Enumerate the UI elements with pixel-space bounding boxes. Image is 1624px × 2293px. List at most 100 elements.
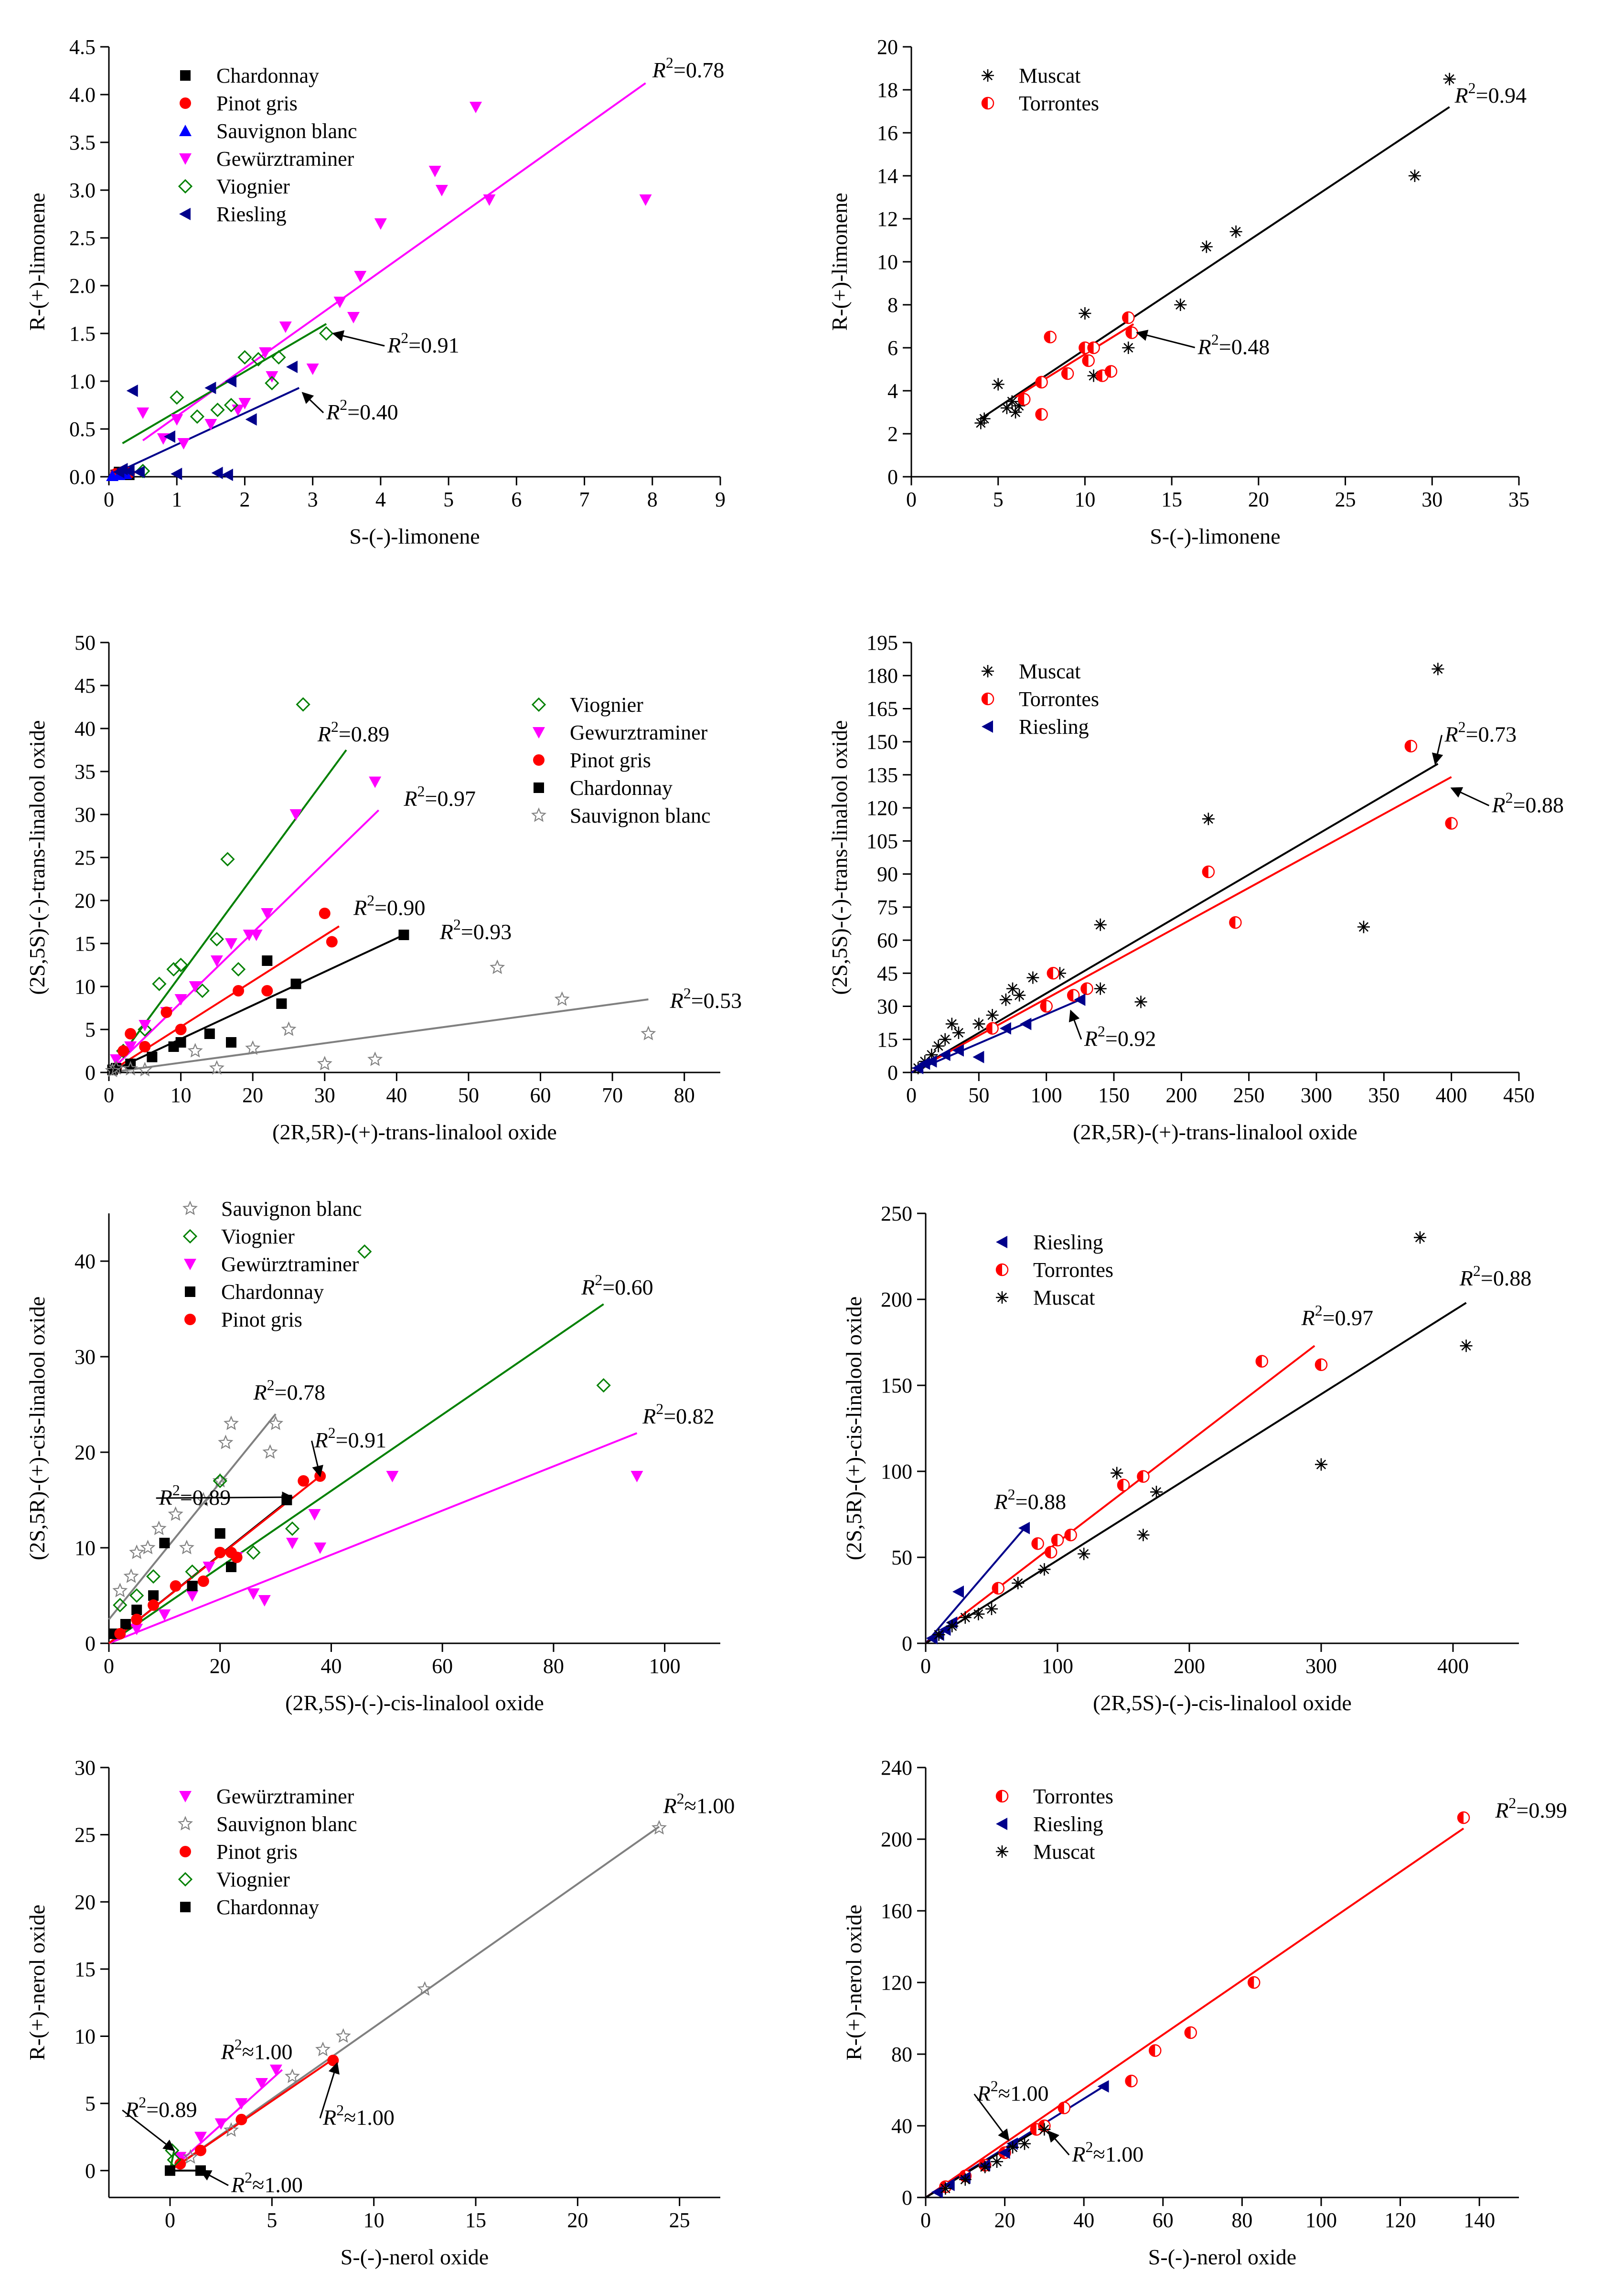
chart-p7: 0 5 10 15 20 25 0 5 10 15 20 25 30 S-(-)-nerol oxide R… xyxy=(25,1756,735,2269)
x-tick-label: 0 xyxy=(104,488,114,511)
legend-marker xyxy=(995,1263,1009,1276)
data-point xyxy=(317,1056,332,1071)
data-point xyxy=(281,1021,297,1036)
series-torrontes xyxy=(986,739,1458,1035)
data-point xyxy=(1117,1479,1130,1492)
data-point xyxy=(932,1039,945,1052)
r2-label: R2=0.93 xyxy=(439,916,512,944)
data-point xyxy=(1006,2141,1019,2154)
legend-label: Sauvignon blanc xyxy=(570,804,711,827)
y-tick-label: 12 xyxy=(877,207,898,231)
data-point xyxy=(140,1540,156,1554)
data-point xyxy=(246,1545,261,1560)
data-point xyxy=(289,809,302,821)
legend-label: Sauvignon blanc xyxy=(216,1812,357,1836)
legend-marker xyxy=(982,720,993,733)
chart-p6: 0 100 200 300 400 0 50 100 150 200 250 (2R,5S)-(-)-… xyxy=(842,1202,1531,1715)
x-tick-label: 20 xyxy=(994,2208,1015,2232)
x-tick-label: 30 xyxy=(314,1083,335,1107)
x-tick-label: 9 xyxy=(715,488,726,511)
data-point xyxy=(139,1041,151,1052)
series-pinot-gris xyxy=(110,908,338,1074)
legend-label: Torrontes xyxy=(1033,1258,1113,1282)
legend-label: Viognier xyxy=(216,175,290,198)
data-point xyxy=(939,1049,951,1061)
legend-marker xyxy=(533,754,545,766)
data-point xyxy=(939,1033,951,1046)
y-tick-label: 40 xyxy=(75,1250,96,1273)
data-point xyxy=(952,1586,964,1598)
legend-label: Pinot gris xyxy=(221,1308,302,1331)
regression-line xyxy=(108,1303,604,1644)
data-point xyxy=(290,978,301,989)
legend-marker xyxy=(982,69,994,82)
data-point xyxy=(1122,342,1135,354)
data-point xyxy=(319,908,331,919)
chart-p3: 0 10 20 30 40 50 60 70 80 0 5 10 15 20 25 30 35 40 45 50 (2R… xyxy=(25,631,742,1144)
x-tick-label: 100 xyxy=(649,1654,681,1678)
data-point xyxy=(1137,1470,1150,1483)
legend-label: Gewurztraminer xyxy=(570,721,708,744)
y-tick-label: 35 xyxy=(75,760,96,783)
series-torrontes xyxy=(992,1355,1328,1595)
annotation-arrow xyxy=(1432,735,1443,765)
y-tick-label: 80 xyxy=(891,2043,912,2066)
legend-label: Gewürztraminer xyxy=(216,147,354,171)
data-point xyxy=(238,398,251,409)
legend-label: Pinot gris xyxy=(216,1840,298,1864)
series-pinot-gris xyxy=(174,2055,339,2170)
series-riesling xyxy=(113,361,298,481)
annotation-arrow xyxy=(301,392,324,414)
legend-marker xyxy=(981,692,994,706)
x-tick-label: 140 xyxy=(1464,2208,1495,2232)
data-point xyxy=(123,465,135,477)
series-viognier xyxy=(113,1244,611,1613)
legend-label: Chardonnay xyxy=(221,1280,324,1304)
data-point xyxy=(210,955,223,967)
data-point xyxy=(204,1029,215,1039)
y-axis-title: R-(+)-nerol oxide xyxy=(25,1905,49,2060)
legend-marker xyxy=(182,1200,198,1215)
legend-marker xyxy=(996,1236,1007,1248)
data-point xyxy=(110,1054,123,1066)
x-axis-title: (2R,5R)-(+)-trans-linalool oxide xyxy=(1073,1120,1357,1144)
legend-label: Pinot gris xyxy=(570,749,651,772)
y-tick-label: 45 xyxy=(877,962,898,985)
data-point xyxy=(175,1024,187,1035)
data-point xyxy=(160,1007,172,1018)
r2-label: R2=0.90 xyxy=(353,892,426,920)
y-tick-label: 0.0 xyxy=(69,465,96,489)
data-point xyxy=(959,1611,972,1624)
data-point xyxy=(308,1509,321,1521)
annotation-arrow xyxy=(973,2093,1010,2141)
regression-line xyxy=(108,934,405,1073)
x-tick-label: 5 xyxy=(993,488,1004,511)
data-point xyxy=(952,1044,964,1057)
data-point xyxy=(1314,1358,1328,1372)
legend-marker xyxy=(184,1314,196,1325)
y-tick-label: 40 xyxy=(75,717,96,740)
data-point xyxy=(256,2078,268,2089)
legend-marker xyxy=(180,1902,191,1912)
y-tick-label: 180 xyxy=(866,664,898,687)
x-tick-label: 5 xyxy=(443,488,454,511)
data-point xyxy=(1408,170,1421,182)
y-tick-label: 20 xyxy=(75,1441,96,1464)
legend: Riesling Torrontes Muscat xyxy=(995,1231,1113,1309)
x-tick-label: 10 xyxy=(1074,488,1095,511)
x-tick-label: 7 xyxy=(579,488,590,511)
data-point xyxy=(991,2155,1004,2168)
annotation-arrow xyxy=(1068,1009,1082,1040)
data-point xyxy=(123,1061,139,1076)
data-point xyxy=(1040,1000,1053,1013)
y-axis-title: R-(+)-limonene xyxy=(25,193,49,331)
chart-p4: 0 50 100 150 200 250 300 350 400 450 0 15 30 45 60 75 90… xyxy=(827,631,1564,1144)
y-tick-label: 90 xyxy=(877,863,898,886)
x-tick-label: 0 xyxy=(920,2208,931,2232)
legend-label: Chardonnay xyxy=(216,64,319,87)
y-tick-label: 165 xyxy=(866,697,898,720)
x-tick-label: 70 xyxy=(602,1083,623,1107)
data-point xyxy=(170,1580,182,1592)
data-point xyxy=(1074,993,1086,1006)
